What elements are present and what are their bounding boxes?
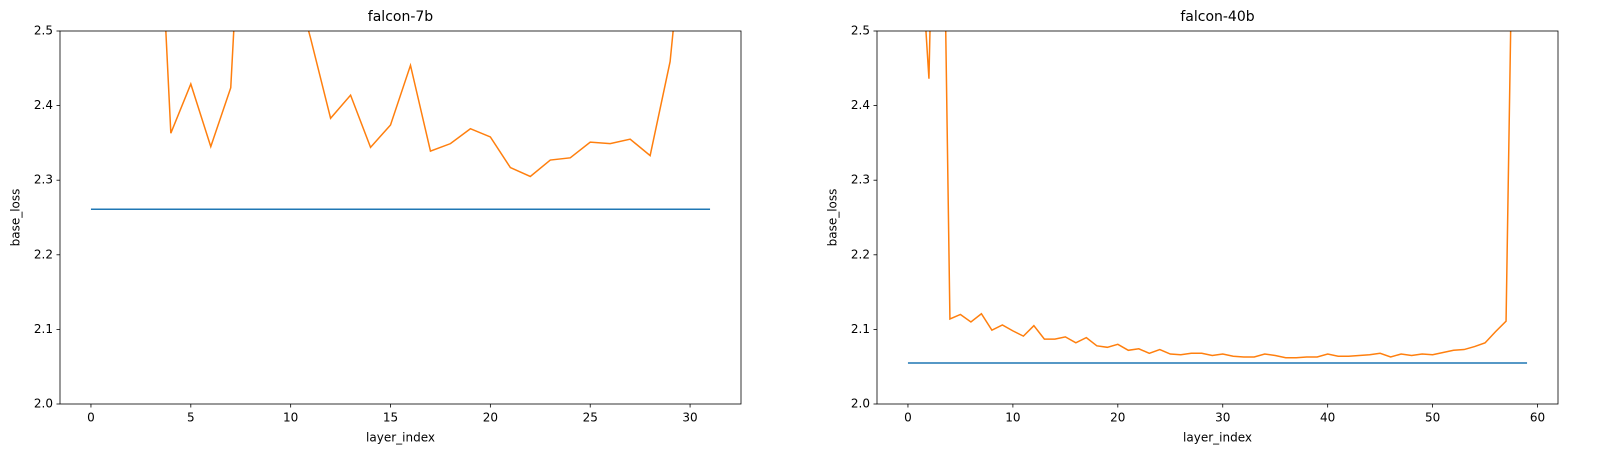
x-axis-label: layer_index [366,431,435,445]
x-tick-label: 15 [383,411,398,425]
y-tick-label: 2.4 [34,98,53,112]
chart-title: falcon-40b [1180,9,1254,25]
chart-title: falcon-7b [368,9,433,25]
x-tick-label: 0 [904,411,912,425]
x-tick-label: 10 [283,411,298,425]
x-tick-label: 30 [1215,411,1230,425]
x-tick-label: 20 [483,411,498,425]
y-tick-label: 2.0 [34,397,53,411]
x-tick-label: 0 [87,411,95,425]
x-tick-label: 30 [682,411,697,425]
plot-area [90,31,711,211]
data-line [925,31,1512,359]
y-tick-label: 2.4 [851,98,870,112]
axes-frame [876,30,1559,405]
y-tick-label: 2.2 [851,247,870,261]
x-tick-label: 5 [187,411,195,425]
y-tick-label: 2.1 [34,322,53,336]
y-tick-label: 2.0 [851,397,870,411]
y-tick-label: 2.5 [34,24,53,38]
y-tick-label: 2.5 [851,24,870,38]
x-tick-label: 50 [1425,411,1440,425]
y-tick-label: 2.3 [34,173,53,187]
y-tick-label: 2.3 [851,173,870,187]
x-axis-label: layer_index [1183,431,1252,445]
x-tick-label: 25 [583,411,598,425]
y-tick-label: 2.2 [34,247,53,261]
x-tick-label: 20 [1110,411,1125,425]
x-tick-label: 60 [1530,411,1545,425]
y-axis-label: base_loss [826,189,840,247]
x-tick-label: 40 [1320,411,1335,425]
plot-area [907,31,1528,364]
y-axis-label: base_loss [9,189,23,247]
axes-frame [59,30,742,405]
x-tick-label: 10 [1005,411,1020,425]
data-line [165,31,674,178]
y-tick-label: 2.1 [851,322,870,336]
